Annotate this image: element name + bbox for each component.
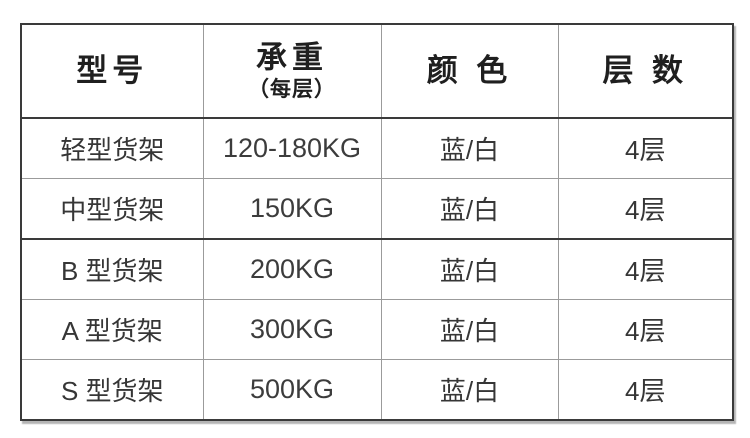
- cell-color: 蓝/白: [380, 238, 559, 300]
- cell-capacity: 120-180KG: [202, 117, 382, 179]
- table-row: B 型货架 200KG 蓝/白 4层: [20, 238, 734, 300]
- table-row: A 型货架 300KG 蓝/白 4层: [20, 299, 734, 360]
- cell-color: 蓝/白: [380, 178, 559, 240]
- cell-capacity: 200KG: [202, 238, 382, 300]
- header-layers: 层 数: [557, 23, 734, 119]
- header-model-label: 型号: [76, 53, 149, 88]
- header-model: 型号: [20, 23, 204, 119]
- header-color-label: 颜 色: [426, 53, 513, 88]
- cell-color: 蓝/白: [380, 299, 559, 360]
- header-layers-label: 层 数: [602, 53, 689, 88]
- cell-model: S 型货架: [20, 359, 204, 421]
- header-color: 颜 色: [380, 23, 559, 119]
- cell-capacity: 500KG: [202, 359, 382, 421]
- cell-layers: 4层: [557, 359, 734, 421]
- table-row: S 型货架 500KG 蓝/白 4层: [20, 359, 734, 421]
- cell-model: 轻型货架: [20, 117, 204, 179]
- cell-layers: 4层: [557, 117, 734, 179]
- cell-model: A 型货架: [20, 299, 204, 360]
- table-row: 轻型货架 120-180KG 蓝/白 4层: [20, 117, 734, 179]
- cell-capacity: 150KG: [202, 178, 382, 240]
- table-row: 中型货架 150KG 蓝/白 4层: [20, 178, 734, 240]
- cell-layers: 4层: [557, 178, 734, 240]
- cell-layers: 4层: [557, 299, 734, 360]
- cell-color: 蓝/白: [380, 117, 559, 179]
- header-capacity-sublabel: （每层）: [248, 77, 336, 101]
- cell-capacity: 300KG: [202, 299, 382, 360]
- cell-model: B 型货架: [20, 238, 204, 300]
- table-header-row: 型号 承重 （每层） 颜 色 层 数: [20, 23, 734, 119]
- header-capacity: 承重 （每层）: [202, 23, 382, 119]
- spec-table: 型号 承重 （每层） 颜 色 层 数 轻型货架 120-180KG 蓝/白 4层: [20, 23, 734, 421]
- cell-layers: 4层: [557, 238, 734, 300]
- cell-color: 蓝/白: [380, 359, 559, 421]
- header-capacity-label: 承重: [256, 39, 328, 75]
- cell-model: 中型货架: [20, 178, 204, 240]
